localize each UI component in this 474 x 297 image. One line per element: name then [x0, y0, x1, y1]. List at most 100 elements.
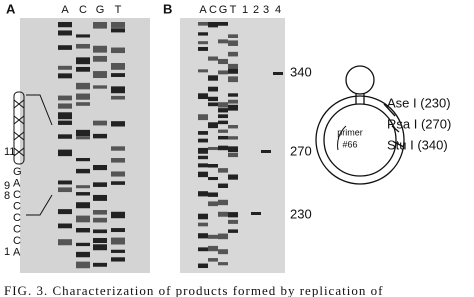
band: [198, 32, 208, 36]
site-label: Ase I (230): [387, 95, 451, 110]
band: [58, 223, 72, 229]
plasmid: [315, 65, 405, 185]
band: [111, 63, 125, 70]
band: [228, 63, 238, 70]
band: [111, 237, 125, 245]
lane-label: G: [96, 4, 105, 16]
band: [76, 192, 90, 196]
band: [76, 102, 90, 106]
band: [111, 121, 125, 127]
band: [208, 122, 218, 129]
band: [228, 99, 238, 104]
band: [76, 202, 90, 209]
lane-label: A: [199, 4, 207, 16]
band: [198, 191, 208, 197]
band: [218, 114, 228, 119]
band: [111, 171, 125, 177]
band: [218, 108, 228, 113]
band: [228, 93, 238, 97]
band: [76, 185, 90, 189]
band: [93, 165, 107, 171]
band: [93, 45, 107, 53]
band: [228, 219, 238, 224]
band: [208, 201, 218, 207]
band: [218, 129, 228, 133]
band: [76, 251, 90, 258]
band: [93, 194, 107, 201]
band: [228, 40, 238, 46]
band: [228, 76, 238, 83]
band: [218, 102, 228, 108]
band: [111, 228, 125, 233]
band: [58, 187, 72, 193]
band: [198, 247, 208, 252]
band: [218, 120, 228, 125]
band: [228, 152, 238, 158]
panel-label: A: [6, 1, 16, 16]
band: [218, 262, 228, 266]
band: [76, 242, 90, 247]
band: [58, 103, 72, 109]
band: [111, 28, 125, 33]
band: [93, 22, 107, 29]
band: [93, 244, 107, 251]
band: [76, 215, 90, 223]
marker-label: 340: [290, 64, 312, 79]
band: [218, 199, 228, 206]
sequence-letter: C: [13, 200, 21, 212]
band: [198, 155, 208, 160]
band: [58, 73, 72, 79]
band: [208, 96, 218, 102]
band: [76, 168, 90, 174]
lane-label: C: [209, 4, 217, 16]
band: [111, 158, 125, 163]
band: [228, 146, 238, 153]
band: [58, 22, 72, 28]
site-label: Stu I (340): [387, 137, 448, 152]
band: [228, 174, 238, 180]
helix: [13, 91, 53, 216]
band: [111, 211, 125, 219]
band: [58, 134, 72, 139]
band: [218, 39, 228, 44]
sequence-number: 1: [4, 246, 10, 258]
band: [198, 114, 208, 121]
band: [111, 257, 125, 262]
band: [93, 71, 107, 79]
band: [218, 233, 228, 240]
band: [111, 95, 125, 100]
lane-label: 2: [253, 4, 259, 16]
sequence-letter: C: [13, 235, 21, 247]
lane-label: 3: [263, 4, 269, 16]
sequence-letter: G: [13, 166, 22, 178]
gel-bands: [58, 22, 283, 269]
band: [58, 180, 72, 185]
band: [198, 46, 208, 51]
band: [198, 213, 208, 220]
caption: FIG. 3. Characterization of products for…: [4, 283, 383, 297]
sequence-letter: C: [13, 212, 21, 224]
band: [228, 68, 238, 74]
band: [198, 22, 208, 26]
band: [76, 57, 90, 65]
lane-label: A: [61, 4, 69, 16]
band: [93, 210, 107, 215]
sequence-number: 11: [4, 146, 15, 158]
band: [228, 125, 238, 129]
band: [58, 65, 72, 70]
site-label: Rsa I (270): [387, 116, 451, 131]
band: [58, 120, 72, 125]
band: [273, 72, 283, 75]
band: [198, 131, 208, 135]
band: [228, 229, 238, 233]
sequence-number: 8: [4, 190, 10, 202]
band: [218, 211, 228, 217]
band: [208, 245, 218, 252]
sequence-number: 9: [4, 180, 10, 192]
primer-label: #66: [342, 139, 357, 149]
band: [198, 93, 208, 100]
band: [93, 133, 107, 139]
lane-label: T: [230, 4, 237, 16]
band: [218, 70, 228, 75]
band: [228, 34, 238, 38]
